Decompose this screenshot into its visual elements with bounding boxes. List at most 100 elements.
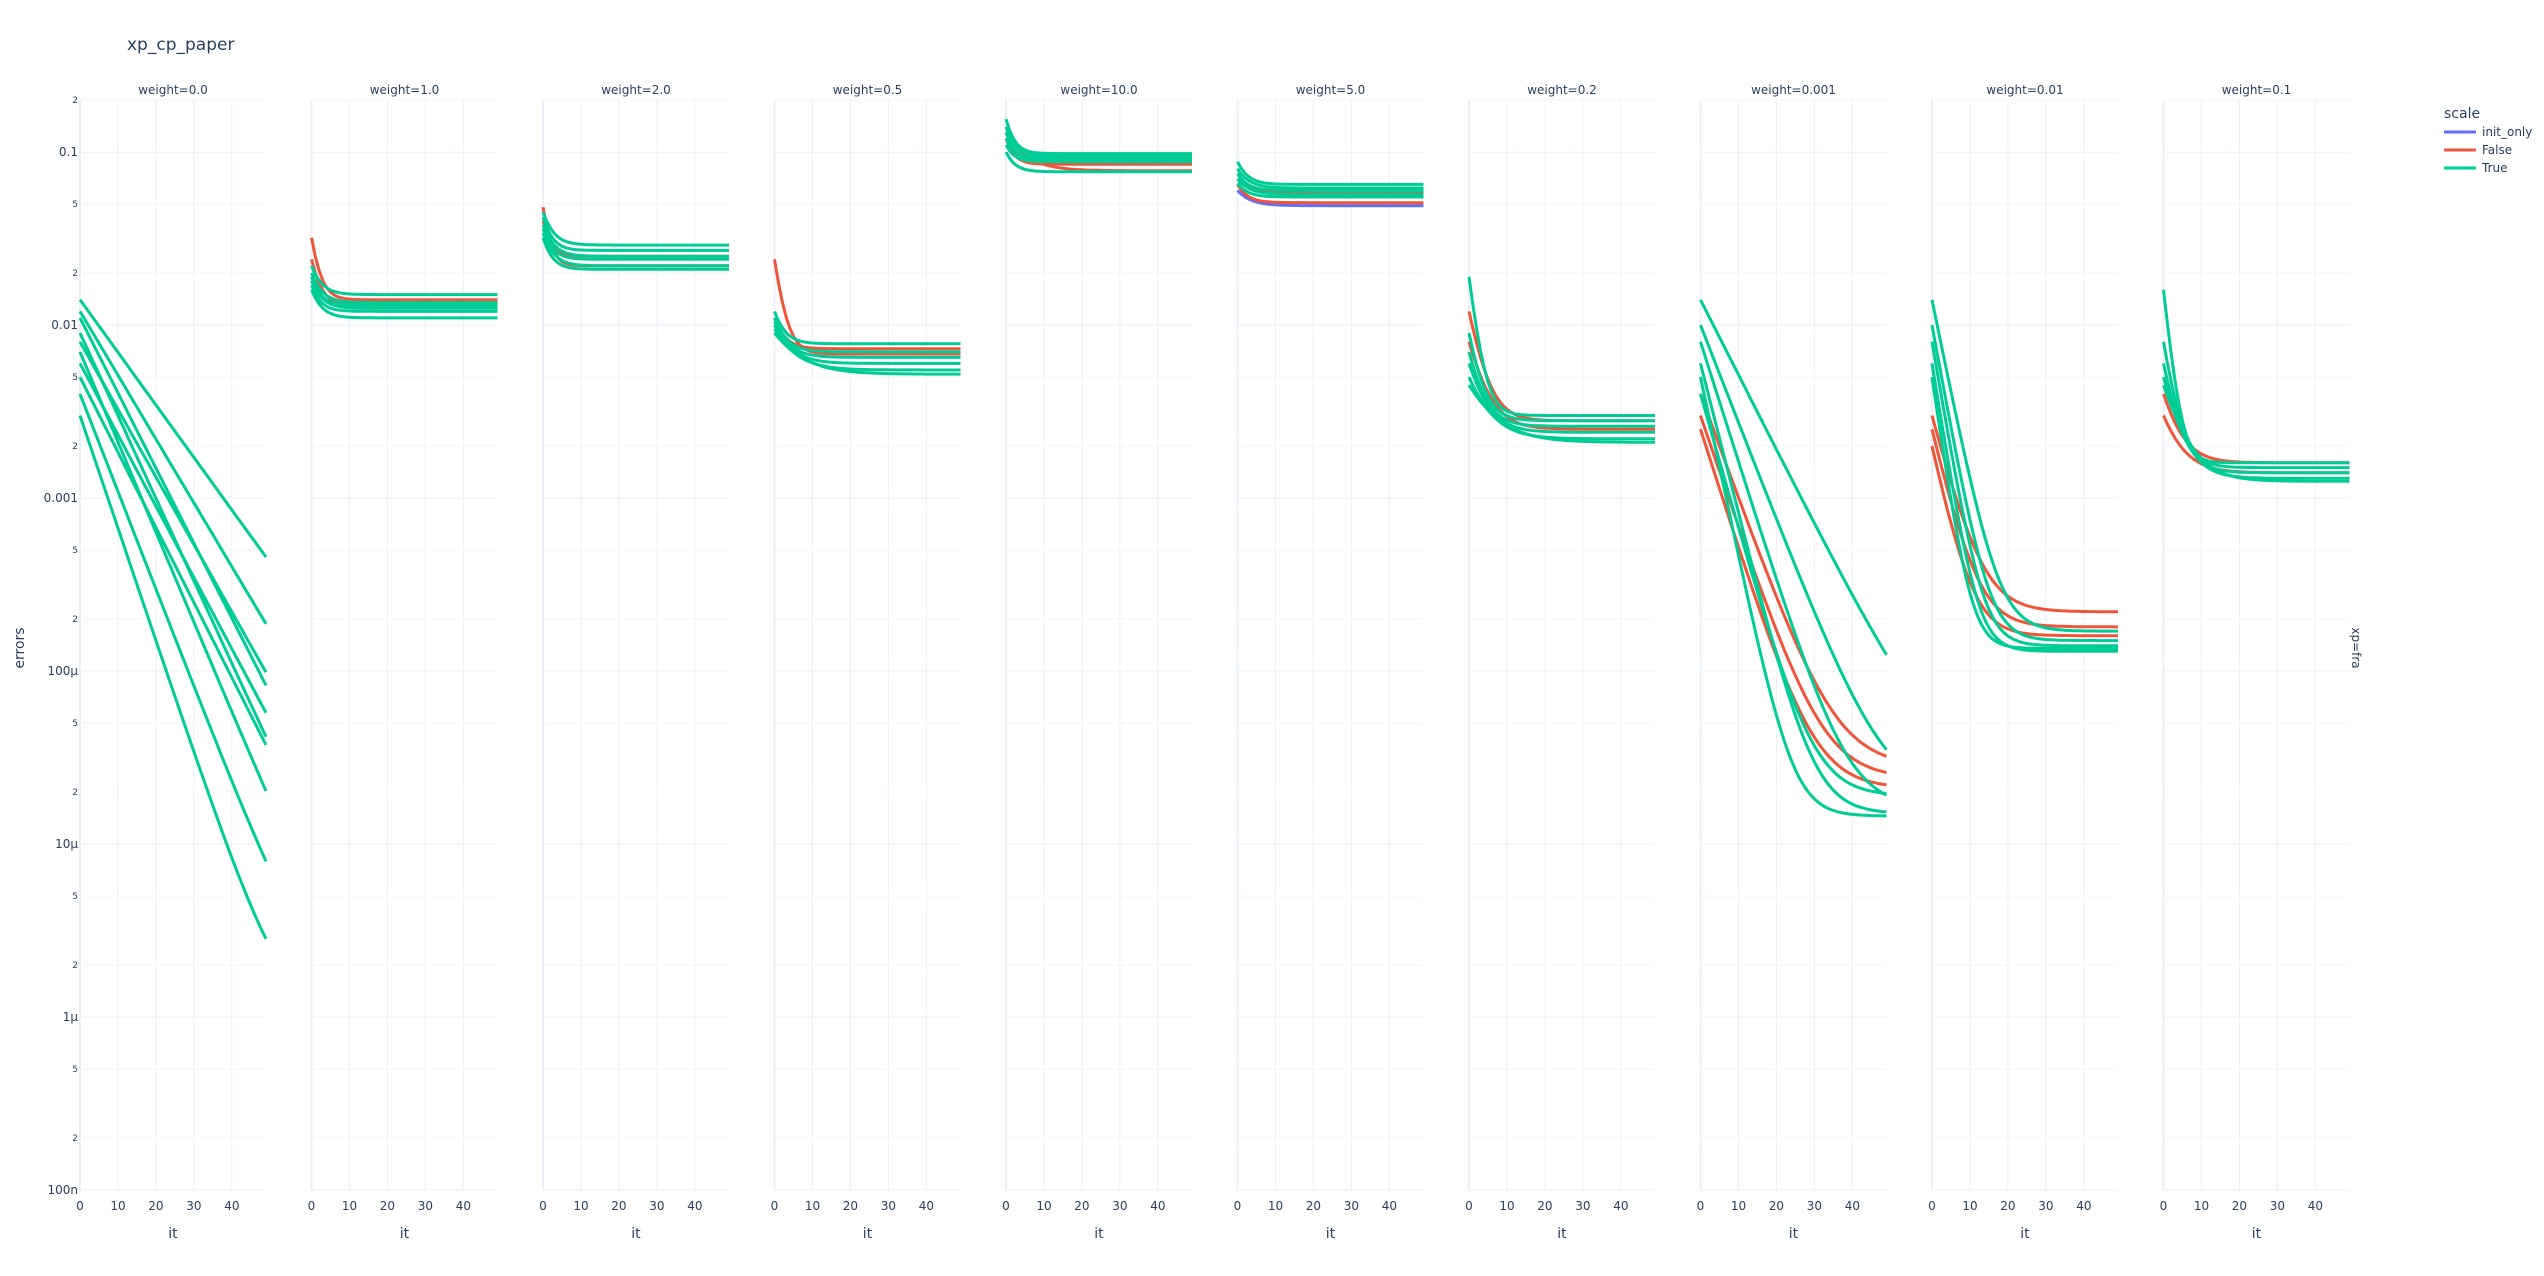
series-line-true[interactable]	[1930, 363, 2118, 653]
series-line-true[interactable]	[78, 393, 268, 862]
series-line-true[interactable]	[1699, 299, 1888, 656]
y-minor-tick-label: 5	[72, 200, 78, 210]
series-line-true[interactable]	[1236, 167, 1424, 190]
series-line-true[interactable]	[1004, 144, 1192, 164]
x-axis-label: it	[168, 1226, 178, 1242]
x-tick-label: 40	[2076, 1199, 2091, 1213]
x-axis-label: it	[863, 1226, 873, 1242]
y-minor-tick-label: 5	[72, 892, 78, 902]
series-line-false[interactable]	[1236, 183, 1424, 205]
series-line-true[interactable]	[1699, 341, 1888, 797]
y-tick-label: 100n	[47, 1183, 78, 1197]
x-tick-label: 0	[76, 1199, 84, 1213]
facet-title: weight=5.0	[1296, 83, 1366, 97]
series-line-true[interactable]	[310, 280, 498, 310]
x-tick-label: 10	[1962, 1199, 1977, 1213]
series-line-true[interactable]	[541, 237, 729, 271]
series-line-true[interactable]	[78, 298, 268, 558]
series-line-true[interactable]	[2162, 376, 2350, 480]
legend[interactable]: scale init_only False True	[2444, 106, 2532, 175]
x-tick-label: 40	[456, 1199, 471, 1213]
series-line-true[interactable]	[1467, 384, 1656, 444]
x-tick-label: 10	[342, 1199, 357, 1213]
facet-panel: 0 10 20 30 40 weight=10.0 it	[1002, 83, 1192, 1242]
series-line-true[interactable]	[1699, 393, 1887, 795]
x-tick-label: 30	[1112, 1199, 1127, 1213]
x-tick-label: 10	[1036, 1199, 1051, 1213]
series-line-true[interactable]	[1467, 276, 1655, 417]
series-line-true[interactable]	[541, 232, 729, 268]
series-line-true[interactable]	[1004, 118, 1192, 156]
series-line-true[interactable]	[1699, 324, 1888, 751]
facet-title: weight=0.0	[138, 83, 208, 97]
series-line-true[interactable]	[773, 320, 961, 359]
y-axis-label: errors	[12, 627, 28, 668]
series-line-true[interactable]	[1236, 177, 1424, 196]
series-line-true[interactable]	[1930, 299, 2118, 633]
y-minor-tick-label: 2	[72, 269, 78, 279]
series-line-true[interactable]	[2162, 384, 2350, 483]
legend-item[interactable]: init_only	[2444, 125, 2532, 139]
series-line-true[interactable]	[1004, 126, 1192, 158]
series-line-true[interactable]	[310, 289, 498, 320]
facet-panel: 0 10 20 30 40 weight=0.1 it	[2160, 83, 2350, 1242]
series-line-true[interactable]	[1236, 172, 1424, 192]
x-tick-label: 40	[224, 1199, 239, 1213]
series-line-true[interactable]	[78, 341, 268, 673]
series-line-true[interactable]	[310, 272, 498, 304]
legend-item[interactable]: True	[2444, 161, 2508, 175]
x-axis-label: it	[1326, 1226, 1336, 1242]
x-tick-label: 10	[805, 1199, 820, 1213]
series-line-init-only[interactable]	[1236, 189, 1424, 208]
x-tick-label: 40	[1613, 1199, 1628, 1213]
series-line-true[interactable]	[541, 228, 729, 261]
facet-title: weight=10.0	[1060, 83, 1137, 97]
series-line-true[interactable]	[541, 216, 729, 252]
series-line-true[interactable]	[1467, 332, 1655, 423]
series-line-true[interactable]	[78, 310, 268, 625]
series-line-true[interactable]	[78, 351, 268, 792]
series-line-true[interactable]	[1236, 160, 1424, 186]
x-tick-label: 0	[1697, 1199, 1705, 1213]
series-line-true[interactable]	[1467, 351, 1655, 428]
series-line-true[interactable]	[541, 211, 729, 247]
series-line-true[interactable]	[1004, 131, 1192, 160]
x-tick-label: 40	[1382, 1199, 1397, 1213]
series-line-true[interactable]	[1004, 151, 1192, 174]
x-tick-label: 30	[2038, 1199, 2053, 1213]
x-axis-label: it	[400, 1226, 410, 1242]
series-line-false[interactable]	[310, 237, 498, 302]
x-tick-label: 0	[539, 1199, 547, 1213]
series-line-true[interactable]	[78, 415, 268, 940]
series-line-true[interactable]	[773, 324, 961, 365]
facet-row-label: xp=fra	[2349, 627, 2363, 668]
facet-panel: 0 10 20 30 40 weight=0.2 it	[1465, 83, 1656, 1242]
x-tick-label: 30	[1807, 1199, 1822, 1213]
legend-item[interactable]: False	[2444, 143, 2512, 157]
series-line-true[interactable]	[773, 332, 961, 376]
x-tick-label: 20	[148, 1199, 163, 1213]
x-tick-label: 20	[1769, 1199, 1784, 1213]
series-line-true[interactable]	[541, 224, 729, 258]
x-tick-label: 40	[2308, 1199, 2323, 1213]
series-line-true[interactable]	[1930, 341, 2118, 648]
x-tick-label: 30	[186, 1199, 201, 1213]
series-line-true[interactable]	[310, 276, 498, 307]
series-line-true[interactable]	[773, 317, 961, 354]
series-line-true[interactable]	[78, 376, 268, 746]
series-line-true[interactable]	[78, 362, 268, 714]
series-line-true[interactable]	[78, 317, 268, 686]
series-line-false[interactable]	[1699, 393, 1888, 758]
series-line-true[interactable]	[1699, 363, 1887, 814]
series-line-false[interactable]	[773, 317, 961, 351]
series-line-true[interactable]	[1699, 376, 1887, 818]
series-line-true[interactable]	[310, 284, 498, 313]
series-line-false[interactable]	[1004, 137, 1192, 166]
series-line-true[interactable]	[1236, 182, 1424, 199]
series-line-true[interactable]	[773, 310, 961, 346]
series-line-true[interactable]	[310, 265, 498, 297]
series-line-true[interactable]	[1930, 324, 2118, 643]
series-line-true[interactable]	[1930, 376, 2118, 650]
series-line-true[interactable]	[1004, 137, 1192, 162]
